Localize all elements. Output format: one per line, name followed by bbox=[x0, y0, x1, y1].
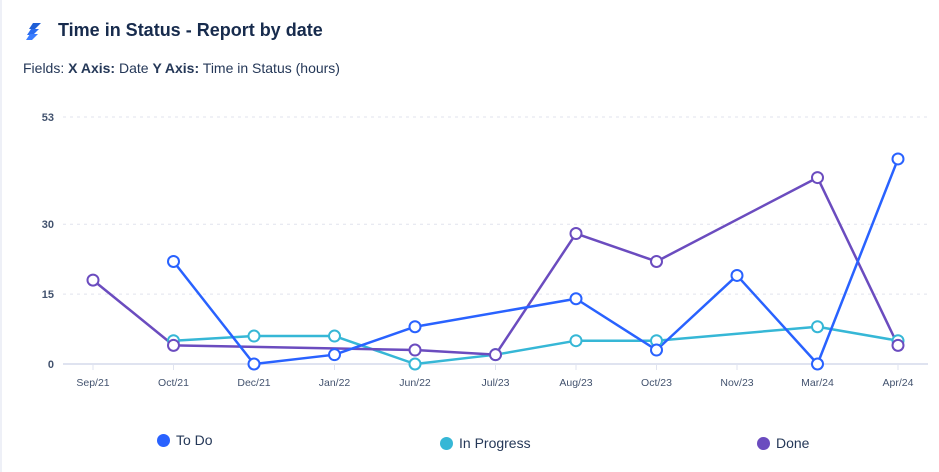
data-point bbox=[569, 334, 583, 348]
series-line-done bbox=[92, 176, 900, 356]
legend-item-done[interactable]: Done bbox=[757, 435, 809, 451]
report-logo-icon bbox=[26, 22, 41, 40]
data-point bbox=[408, 343, 422, 357]
legend-item-to-do[interactable]: To Do bbox=[157, 432, 213, 448]
x-tick-label: Apr/24 bbox=[883, 377, 914, 389]
legend-label: To Do bbox=[176, 432, 213, 448]
legend-marker bbox=[440, 436, 453, 450]
fields-description: Fields: X Axis: Date Y Axis: Time in Sta… bbox=[23, 60, 340, 76]
y-axis-value: Time in Status (hours) bbox=[202, 60, 340, 76]
data-point bbox=[811, 320, 824, 334]
x-tick-label: Jul/23 bbox=[481, 377, 509, 389]
header: Time in Status - Report by date bbox=[24, 20, 323, 41]
page-title: Time in Status - Report by date bbox=[58, 20, 323, 40]
x-tick-label: Sep/21 bbox=[76, 377, 109, 389]
data-point bbox=[891, 152, 905, 166]
line-chart: 0 15 30 53 Sep/21 Oct/21 Dec/21 Jan/22 Jun/22 Jul… bbox=[42, 112, 928, 389]
data-point bbox=[328, 329, 341, 343]
data-point bbox=[408, 320, 422, 334]
legend-label: Done bbox=[776, 435, 810, 451]
x-tick-label: Dec/21 bbox=[237, 377, 270, 389]
data-point bbox=[86, 273, 100, 287]
fields-prefix: Fields: bbox=[23, 60, 65, 76]
y-tick-label: 15 bbox=[42, 289, 54, 301]
data-point bbox=[408, 357, 422, 371]
data-point bbox=[891, 338, 905, 352]
data-point bbox=[328, 348, 341, 362]
x-tick-label: Oct/23 bbox=[641, 377, 672, 389]
data-point bbox=[489, 348, 502, 362]
series-line-to-do bbox=[172, 158, 900, 366]
x-tick-label: Oct/21 bbox=[158, 377, 189, 389]
x-axis-label: X Axis: bbox=[68, 60, 116, 76]
data-point bbox=[650, 254, 663, 268]
data-point bbox=[811, 357, 824, 371]
x-tick-label: Aug/23 bbox=[559, 377, 592, 389]
data-point bbox=[569, 292, 583, 306]
data-point bbox=[569, 227, 583, 241]
data-point bbox=[247, 329, 261, 343]
y-tick-label: 53 bbox=[42, 112, 54, 124]
y-tick-label: 30 bbox=[42, 219, 54, 231]
data-point bbox=[811, 171, 824, 185]
legend-marker bbox=[757, 436, 770, 450]
x-axis-value: Date bbox=[118, 60, 149, 76]
data-point bbox=[650, 343, 663, 357]
data-point bbox=[167, 338, 180, 352]
legend-label: In Progress bbox=[459, 435, 531, 451]
x-tick-label: Jan/22 bbox=[319, 377, 351, 389]
x-tick-label: Nov/23 bbox=[720, 377, 753, 389]
x-tick-label: Mar/24 bbox=[801, 377, 834, 389]
data-point bbox=[247, 357, 261, 371]
y-axis-label: Y Axis: bbox=[152, 60, 200, 76]
data-point bbox=[730, 268, 744, 282]
data-point bbox=[167, 254, 180, 268]
legend-item-in-progress[interactable]: In Progress bbox=[440, 435, 531, 451]
legend-marker bbox=[157, 433, 170, 447]
y-tick-label: 0 bbox=[48, 359, 54, 371]
x-tick-label: Jun/22 bbox=[399, 377, 431, 389]
